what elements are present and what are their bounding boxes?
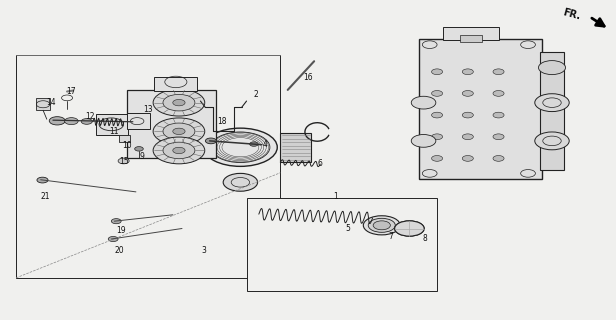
Circle shape <box>65 118 78 124</box>
Bar <box>127 114 150 129</box>
Bar <box>119 135 130 142</box>
Circle shape <box>432 91 443 96</box>
Text: 13: 13 <box>144 105 153 114</box>
Circle shape <box>205 138 216 144</box>
Circle shape <box>462 91 473 96</box>
Text: 3: 3 <box>201 246 206 255</box>
Circle shape <box>493 112 504 118</box>
Text: FR.: FR. <box>561 7 581 21</box>
Bar <box>540 52 564 170</box>
Circle shape <box>163 123 195 140</box>
Circle shape <box>462 112 473 118</box>
Circle shape <box>172 128 185 134</box>
Circle shape <box>172 100 185 106</box>
Circle shape <box>172 147 185 154</box>
Text: 1: 1 <box>333 192 338 201</box>
Text: 6: 6 <box>318 159 323 168</box>
Circle shape <box>249 142 258 146</box>
Text: 2: 2 <box>253 90 258 99</box>
Circle shape <box>163 94 195 111</box>
Circle shape <box>368 218 395 232</box>
Circle shape <box>81 119 92 124</box>
Circle shape <box>163 142 195 159</box>
Bar <box>155 77 197 91</box>
Circle shape <box>411 96 436 109</box>
Circle shape <box>135 147 144 151</box>
Circle shape <box>395 221 424 236</box>
Text: 4: 4 <box>262 140 267 148</box>
Circle shape <box>493 134 504 140</box>
Text: 11: 11 <box>110 127 119 136</box>
Bar <box>96 114 128 134</box>
Circle shape <box>493 69 504 75</box>
Circle shape <box>535 94 569 112</box>
Bar <box>419 39 541 179</box>
Bar <box>16 55 280 278</box>
Text: 7: 7 <box>389 232 394 241</box>
Circle shape <box>538 60 565 75</box>
Bar <box>280 133 311 162</box>
Circle shape <box>223 173 257 191</box>
Bar <box>397 224 422 233</box>
Text: 16: 16 <box>303 73 313 82</box>
Text: 15: 15 <box>119 157 128 166</box>
Bar <box>444 27 498 40</box>
Text: 5: 5 <box>346 224 351 233</box>
Circle shape <box>37 177 48 183</box>
Circle shape <box>411 134 436 147</box>
Circle shape <box>462 134 473 140</box>
Bar <box>127 90 216 158</box>
Circle shape <box>395 221 424 236</box>
Circle shape <box>493 91 504 96</box>
Circle shape <box>153 89 205 116</box>
Circle shape <box>153 118 205 145</box>
Circle shape <box>462 156 473 161</box>
Text: 10: 10 <box>122 141 131 150</box>
Circle shape <box>493 156 504 161</box>
Circle shape <box>432 156 443 161</box>
Text: 20: 20 <box>115 246 124 255</box>
Circle shape <box>111 219 121 224</box>
Bar <box>36 98 50 110</box>
Text: 14: 14 <box>46 98 56 107</box>
Circle shape <box>432 69 443 75</box>
Bar <box>460 35 482 42</box>
Circle shape <box>462 69 473 75</box>
Circle shape <box>373 221 391 230</box>
Bar <box>246 198 437 291</box>
Circle shape <box>203 128 277 166</box>
Text: 19: 19 <box>116 226 126 235</box>
Text: 12: 12 <box>85 113 95 122</box>
Text: 21: 21 <box>40 192 50 201</box>
Text: 17: 17 <box>67 87 76 96</box>
Circle shape <box>118 158 129 164</box>
Circle shape <box>432 134 443 140</box>
Circle shape <box>432 112 443 118</box>
Circle shape <box>535 132 569 150</box>
Text: 8: 8 <box>423 234 427 243</box>
Circle shape <box>363 216 400 235</box>
Circle shape <box>49 117 65 125</box>
Text: 18: 18 <box>217 117 227 126</box>
Circle shape <box>108 236 118 242</box>
Circle shape <box>153 137 205 164</box>
Text: 9: 9 <box>140 152 145 161</box>
